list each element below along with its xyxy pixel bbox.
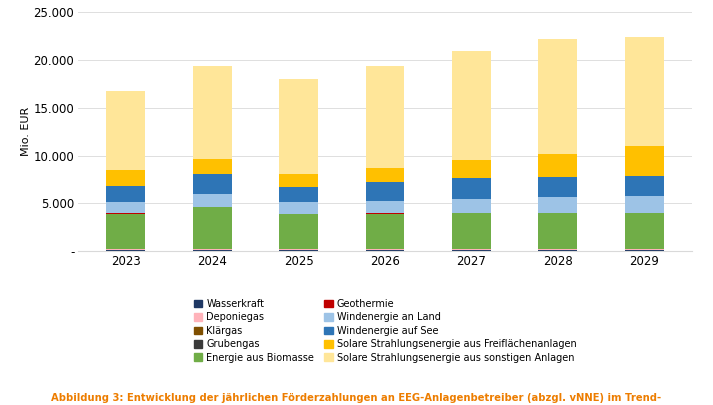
- Bar: [193, 194, 232, 207]
- Bar: [279, 214, 318, 249]
- Bar: [106, 213, 145, 249]
- Bar: [452, 51, 491, 160]
- Bar: [366, 168, 404, 182]
- Bar: [625, 196, 664, 213]
- Bar: [452, 178, 491, 199]
- Bar: [538, 249, 578, 251]
- Bar: [193, 174, 232, 194]
- Bar: [366, 66, 404, 168]
- Bar: [279, 202, 318, 214]
- Bar: [452, 213, 491, 249]
- Bar: [106, 185, 145, 202]
- Bar: [106, 249, 145, 251]
- Bar: [366, 201, 404, 213]
- Bar: [452, 249, 491, 251]
- Bar: [538, 196, 578, 213]
- Bar: [366, 249, 404, 251]
- Bar: [279, 79, 318, 174]
- Bar: [106, 171, 145, 185]
- Bar: [452, 199, 491, 213]
- Text: Abbildung 3: Entwicklung der jährlichen Förderzahlungen an EEG-Anlagenbetreiber : Abbildung 3: Entwicklung der jährlichen …: [51, 393, 662, 403]
- Bar: [279, 249, 318, 251]
- Bar: [193, 159, 232, 174]
- Bar: [538, 153, 578, 177]
- Y-axis label: Mio. EUR: Mio. EUR: [21, 107, 31, 156]
- Bar: [366, 182, 404, 201]
- Bar: [279, 187, 318, 202]
- Legend: Wasserkraft, Deponiegas, Klärgas, Grubengas, Energie aus Biomasse, Geothermie, W: Wasserkraft, Deponiegas, Klärgas, Gruben…: [194, 299, 576, 362]
- Bar: [193, 249, 232, 251]
- Bar: [106, 91, 145, 171]
- Bar: [625, 176, 664, 196]
- Bar: [279, 174, 318, 187]
- Bar: [625, 213, 664, 249]
- Bar: [625, 249, 664, 251]
- Bar: [625, 36, 664, 147]
- Bar: [106, 202, 145, 213]
- Bar: [625, 147, 664, 176]
- Bar: [193, 207, 232, 249]
- Bar: [538, 213, 578, 249]
- Bar: [538, 39, 578, 153]
- Bar: [538, 177, 578, 196]
- Bar: [452, 160, 491, 178]
- Bar: [366, 213, 404, 249]
- Bar: [193, 66, 232, 159]
